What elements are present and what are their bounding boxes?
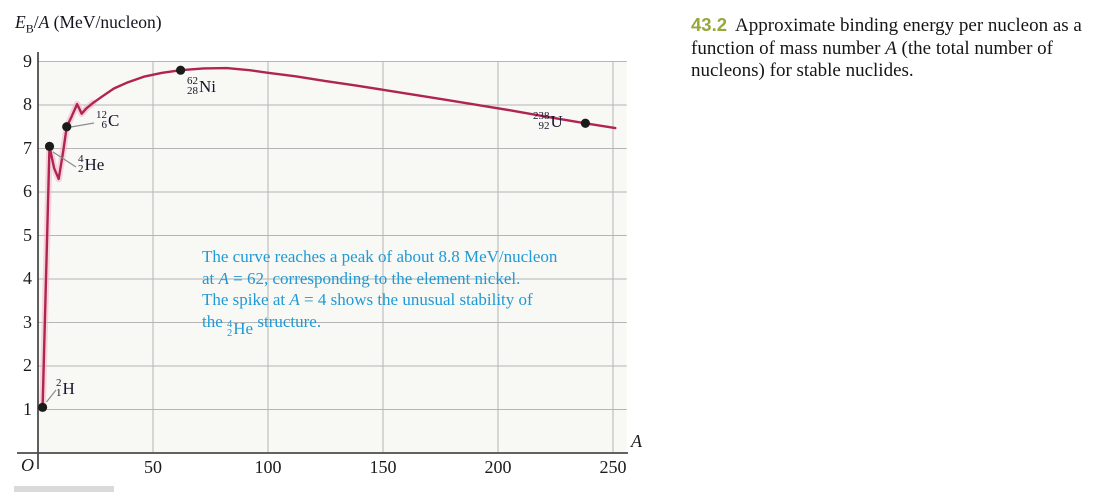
data-point-hydrogen-2 — [38, 402, 48, 412]
grid-lines — [38, 61, 627, 453]
data-point-nickel-62 — [176, 65, 186, 75]
label-leader-line — [46, 389, 57, 403]
plot-background — [38, 61, 627, 453]
chart-plot-canvas — [17, 52, 628, 469]
callout-line: the 4 2 He structure. — [202, 311, 322, 339]
page-crop-artifact — [14, 486, 114, 492]
label-leader-line — [52, 151, 77, 168]
data-point-helium-4 — [44, 141, 55, 151]
figure-caption: 43.2 Approximate binding energy per nucle… — [691, 14, 1103, 83]
callout-line: The spike at A = 4 shows the unusual sta… — [202, 290, 533, 309]
data-point-carbon-12 — [62, 122, 72, 132]
binding-energy-chart: EB/A (MeV/nucleon) A O 2 1 H 4 2 He 12 6 C 62 28 Ni… — [14, 12, 642, 492]
callout-line: The curve reaches a peak of about 8.8 Me… — [202, 247, 558, 266]
figure-caption-text: Approximate binding energy per nucleon a… — [691, 15, 1082, 81]
figure-number: 43.2 — [691, 14, 728, 35]
label-leader-line — [70, 122, 95, 128]
data-point-uranium-238 — [580, 118, 591, 128]
callout-line: at A = 62, corresponding to the element … — [202, 268, 521, 288]
nuclide-notation: 4 2 He — [227, 318, 254, 339]
callout-annotation: The curve reaches a peak of about 8.8 Me… — [202, 246, 622, 338]
